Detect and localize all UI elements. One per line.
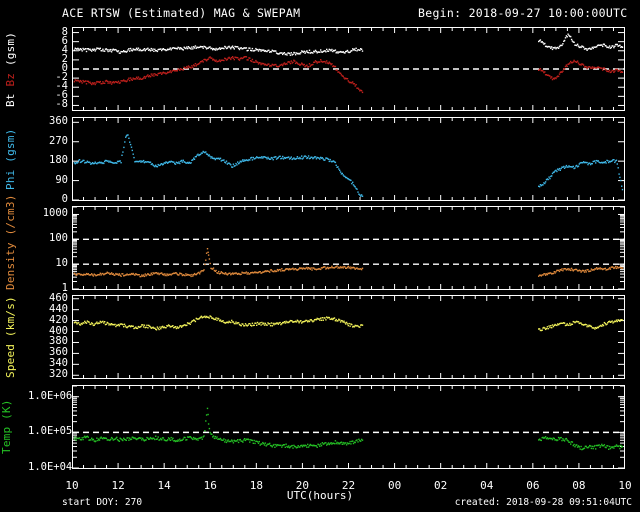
series-bt <box>73 33 624 56</box>
y-tick-label: 4 <box>61 43 68 56</box>
panel-bt-bz <box>72 27 625 111</box>
y-tick-label: 1 <box>61 282 68 294</box>
panel-temp <box>72 385 625 469</box>
y-tick-label: 90 <box>55 173 68 186</box>
x-tick-label: 20 <box>295 479 310 492</box>
y-tick-label: 2 <box>61 52 68 65</box>
y-tick-label: 100 <box>49 232 68 245</box>
panel-speed <box>72 295 625 379</box>
y-axis-ticks-density: 1000 100 10 1 <box>0 206 68 294</box>
y-axis-ticks-phi: 360 270 180 90 0 <box>22 115 68 205</box>
series-phi <box>73 134 624 197</box>
y-tick-label: 340 <box>49 357 68 370</box>
y-tick-label: 1.0E+05 <box>28 425 73 438</box>
y-tick-label: 8 <box>61 25 68 38</box>
x-tick-label: 16 <box>203 479 217 492</box>
plot-area-temp-k <box>73 386 624 468</box>
series-density <box>73 248 624 278</box>
plot-area-speed-km-s <box>73 296 624 378</box>
plot-area-bt-bz-gsm <box>73 28 624 110</box>
x-axis-label: UTC(hours) <box>286 489 354 502</box>
y-tick-label: 0 <box>61 62 68 74</box>
axis-ticks <box>73 207 624 289</box>
y-tick-label: 10 <box>55 257 68 270</box>
y-axis-label-part: Bt <box>4 92 17 107</box>
y-tick-label: 180 <box>49 154 68 167</box>
x-tick-label: 18 <box>249 479 263 492</box>
y-tick-label: 400 <box>49 324 68 337</box>
axis-ticks <box>73 28 624 110</box>
y-tick-label: 1000 <box>42 207 68 220</box>
x-tick-label: 02 <box>434 479 448 492</box>
y-tick-label: 460 <box>49 291 68 304</box>
y-tick-label: 420 <box>49 313 68 326</box>
axis-ticks <box>73 386 624 468</box>
x-tick-label: 04 <box>480 479 494 492</box>
y-tick-label: 1.0E+06 <box>28 389 73 402</box>
panel-density <box>72 206 625 290</box>
axis-ticks <box>73 296 624 378</box>
created-label: created: 2018-09-28 09:51:04UTC <box>454 497 632 508</box>
y-axis-ticks-temp: 1.0E+06 1.0E+05 1.0E+04 <box>0 385 73 473</box>
x-tick-label: 10 <box>618 479 632 492</box>
y-tick-label: -4 <box>55 80 68 93</box>
y-axis-label-part: Bz <box>4 72 17 87</box>
y-axis-label-part: (gsm) <box>4 31 17 66</box>
y-tick-label: 6 <box>61 34 68 47</box>
y-tick-label: 440 <box>49 302 68 315</box>
y-axis-label-density: Density (/cm3) <box>4 194 17 290</box>
y-tick-label: -2 <box>55 71 68 84</box>
y-tick-label: 380 <box>49 335 68 348</box>
x-tick-label: 22 <box>341 479 356 492</box>
y-tick-label: -8 <box>55 98 68 111</box>
plot-area-phi-gsm <box>73 118 624 200</box>
y-tick-label: 320 <box>49 368 68 381</box>
x-axis-ticks: 10 12 14 16 18 20 22 00 02 04 06 08 10 <box>65 479 631 493</box>
series-speed <box>73 315 624 332</box>
series-bz <box>73 56 624 94</box>
y-tick-label: 0 <box>61 193 68 205</box>
y-tick-label: 270 <box>49 134 68 147</box>
page-title: ACE RTSW (Estimated) MAG & SWEPAM <box>62 6 301 20</box>
y-tick-label: 360 <box>49 115 68 128</box>
x-tick-label: 06 <box>526 479 540 492</box>
x-tick-label: 10 <box>65 479 79 492</box>
x-tick-label: 08 <box>572 479 586 492</box>
axis-ticks <box>73 118 624 200</box>
y-axis-label-phi: Phi (gsm) <box>4 128 17 190</box>
header: ACE RTSW (Estimated) MAG & SWEPAM Begin:… <box>0 6 640 22</box>
x-tick-label: 12 <box>111 479 125 492</box>
y-axis-label-bt-bz: Bt Bz (gsm) <box>4 27 17 111</box>
plot-area-density-cm3 <box>73 207 624 289</box>
begin-timestamp: Begin: 2018-09-27 10:00:00UTC <box>418 6 628 20</box>
start-doy-label: start DOY: 270 <box>62 497 143 508</box>
x-tick-label: 00 <box>387 479 402 492</box>
y-tick-label: 1.0E+04 <box>28 461 73 473</box>
y-tick-label: -6 <box>55 89 68 102</box>
x-tick-label: 14 <box>157 479 171 492</box>
series-temp <box>73 407 624 451</box>
panel-phi <box>72 117 625 201</box>
y-axis-ticks-speed: 460 440 420 400 380 360 340 320 <box>22 291 68 381</box>
y-axis-label-speed: Speed (km/s) <box>4 296 17 378</box>
y-axis-label-temp: Temp (K) <box>0 399 13 455</box>
y-tick-label: 360 <box>49 346 68 359</box>
y-axis-ticks-bt-bz: 8 6 4 2 0 -2 -4 -6 -8 <box>22 25 68 111</box>
